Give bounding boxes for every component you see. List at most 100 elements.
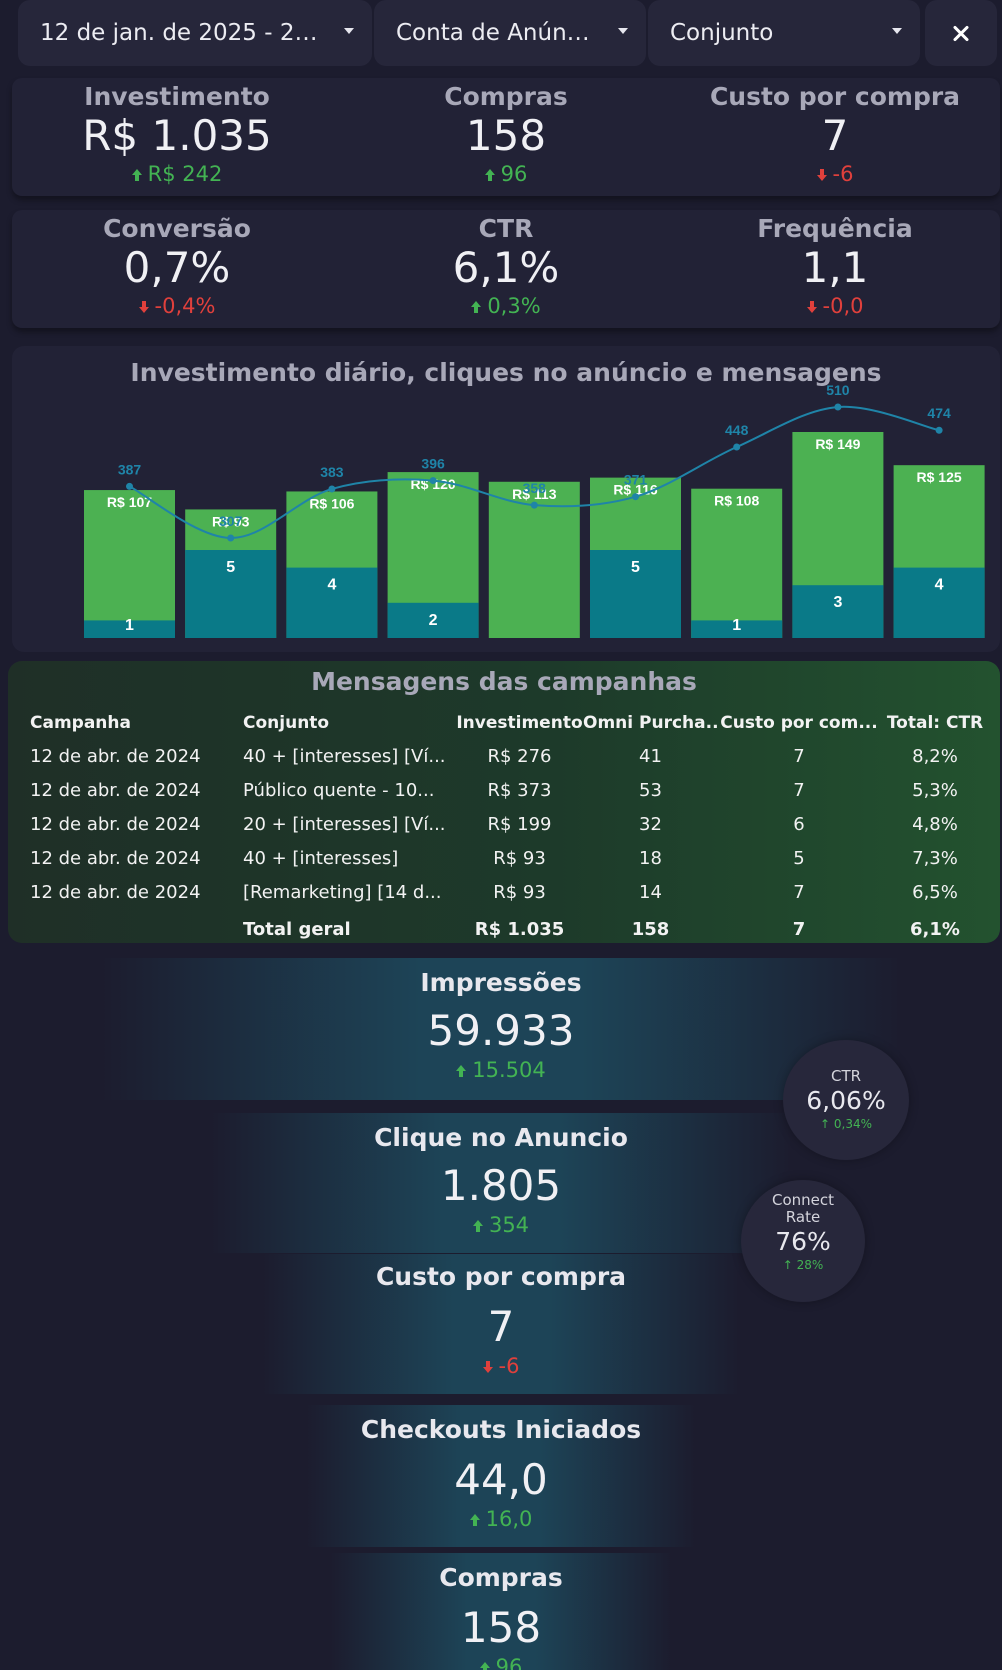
message-bar [691,620,783,638]
table-cell: 7 [792,918,806,940]
arrow-down-icon [138,301,149,313]
table-row[interactable]: 12 de abr. de 2024 [Remarketing] [14 d..… [30,875,990,909]
funnel-delta-value: 96 [495,1655,523,1670]
kpi-custo-por-compra: Custo por compra 7 -6 [670,78,1000,187]
table-header-row: Campanha Conjunto Investimento Omni Purc… [30,707,990,739]
funnel-delta: 15.504 [100,1057,902,1083]
table-cell: 53 [639,779,662,801]
kpi-label: Compras [444,82,568,111]
kpi-value: 7 [821,111,849,160]
close-icon[interactable] [925,0,997,66]
kpi-delta-value: -6 [832,162,854,186]
column-header-omni-purchase[interactable]: Omni Purcha... [583,713,718,733]
kpi-label: Custo por compra [709,82,961,111]
funnel-delta-value: 16,0 [485,1507,533,1531]
table-row[interactable]: 12 de abr. de 2024 40 + [interesses] [Ví… [30,739,990,773]
message-bar [590,550,681,638]
kpi-delta-value: -0,4% [154,294,216,318]
bubble-value: 76% [775,1227,831,1256]
kpi-delta-value: -0,0 [822,294,864,318]
table-row[interactable]: 12 de abr. de 2024 40 + [interesses] R$ … [30,841,990,875]
table-cell: 4,8% [912,813,958,835]
ctr-bubble: CTR 6,06% ↑ 0,34% [783,1040,909,1160]
ad-set-filter[interactable]: Conjunto [648,0,920,66]
column-header-conjunto[interactable]: Conjunto [243,713,330,733]
funnel-delta: 16,0 [306,1506,696,1532]
campaign-messages-table: Mensagens das campanhas Campanha Conjunt… [8,661,1000,943]
funnel-value: 1.805 [440,1161,562,1210]
funnel-step-impressoes: Impressões 59.933 15.504 [100,958,902,1100]
table-cell: 40 + [interesses] [243,847,399,869]
arrow-up-icon [471,301,482,313]
table-total-row: Total geral R$ 1.035 158 7 6,1% [30,909,990,949]
total-label: Total geral [243,918,351,940]
column-header-campanha[interactable]: Campanha [30,713,131,733]
message-bar [893,567,985,638]
table-cell: R$ 93 [493,847,546,869]
clicks-point [530,501,538,509]
investment-data-label: R$ 125 [917,469,962,485]
arrow-up-icon [131,169,142,181]
arrow-up-icon [484,169,495,181]
column-header-investimento[interactable]: Investimento [456,713,583,733]
funnel-delta: -6 [262,1353,740,1379]
table-cell: 20 + [interesses] [Ví... [243,813,446,835]
table-cell: R$ 276 [487,745,552,767]
kpi-label: CTR [478,214,534,243]
kpi-row-secondary: Conversão 0,7% -0,4% CTR 6,1% 0,3% Frequ… [12,210,1000,328]
kpi-value: 158 [465,111,547,160]
kpi-row-primary: Investimento R$ 1.035 R$ 242 Compras 158… [12,78,1000,196]
message-data-label: 1 [125,617,134,634]
funnel-label: Custo por compra [375,1262,627,1291]
table-cell: Público quente - 10... [243,779,435,801]
clicks-point [328,485,336,493]
clicks-data-label: 383 [320,464,344,480]
funnel-band [306,1405,696,1547]
investment-data-label: R$ 93 [212,513,250,529]
funnel-value: 7 [487,1302,515,1351]
table-row[interactable]: 12 de abr. de 2024 20 + [interesses] [Ví… [30,807,990,841]
funnel-step-compras: Compras 158 96 [330,1553,672,1670]
kpi-label: Investimento [84,82,270,111]
clicks-data-label: 358 [523,480,547,496]
kpi-conversao: Conversão 0,7% -0,4% [12,210,342,319]
message-data-label: 5 [226,559,235,576]
clicks-data-label: 448 [725,422,749,438]
investment-data-label: R$ 149 [815,436,860,452]
kpi-delta: R$ 242 [12,161,342,187]
column-header-total-ctr[interactable]: Total: CTR [886,713,984,733]
column-header-custo-por-compra[interactable]: Custo por com... [720,713,878,733]
table-cell: 7 [793,745,805,767]
kpi-delta-value: R$ 242 [147,162,223,186]
arrow-down-icon [816,169,827,181]
table-row[interactable]: 12 de abr. de 2024 Público quente - 10..… [30,773,990,807]
account-filter[interactable]: Conta de Anúnc... [374,0,646,66]
funnel-band [210,1113,792,1253]
clicks-point [126,482,133,490]
kpi-value: 6,1% [452,243,560,292]
bubble-label: Connect Rate [771,1191,835,1226]
funnel-band [330,1553,672,1670]
clicks-point [227,534,235,542]
funnel-value: 158 [460,1603,542,1652]
date-range-filter[interactable]: 12 de jan. de 2025 - 20 de [18,0,372,66]
message-data-label: 3 [833,594,842,611]
campaign-table: Campanha Conjunto Investimento Omni Purc… [30,707,990,949]
clicks-data-label: 510 [826,382,850,398]
clicks-data-label: 371 [624,472,648,488]
table-cell: 6 [793,813,805,835]
table-cell: 5,3% [912,779,958,801]
message-bar [185,550,277,638]
clicks-data-label: 396 [421,456,445,472]
funnel-value: 44,0 [454,1455,548,1504]
table-cell: R$ 199 [487,813,552,835]
table-title: Mensagens das campanhas [311,667,697,696]
arrow-up-icon [469,1514,480,1526]
table-cell: 7,3% [912,847,958,869]
clicks-point [429,477,437,485]
bubble-delta-value: 0,34% [833,1117,872,1131]
clicks-point [834,403,842,411]
bubble-value: 6,06% [806,1086,886,1115]
table-cell: 12 de abr. de 2024 [30,813,201,835]
chevron-down-icon [892,28,902,34]
